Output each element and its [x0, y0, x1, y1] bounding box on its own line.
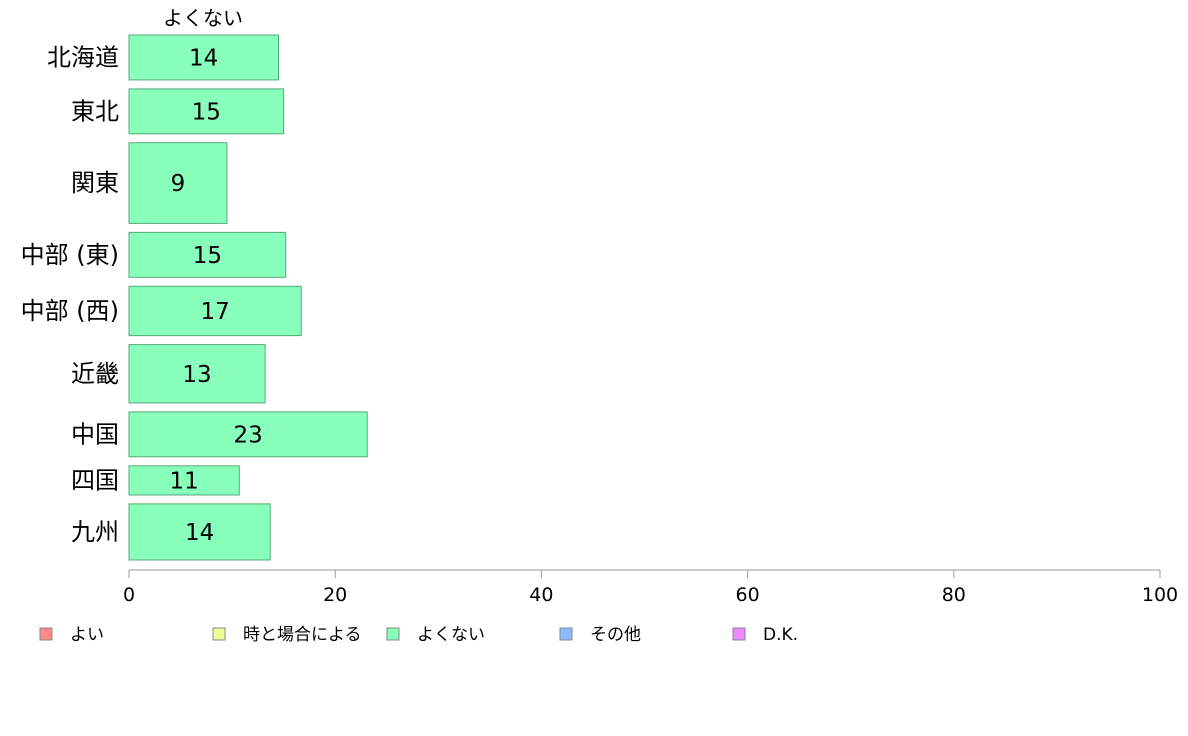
x-tick-label-1: 20 [323, 584, 347, 606]
category-label-6: 中国 [71, 420, 119, 448]
legend-swatch-4 [732, 627, 746, 641]
legend-label-0: よい [70, 625, 104, 645]
x-tick-label-5: 100 [1142, 584, 1178, 606]
category-label-5: 近畿 [71, 360, 119, 388]
legend-swatch-0 [39, 627, 53, 641]
value-label-8: 14 [185, 520, 214, 546]
legend-label-2: よくない [417, 625, 485, 645]
legend-swatch-2 [386, 627, 400, 641]
legend-swatch-3 [559, 627, 573, 641]
bar-5 [128, 344, 266, 404]
bar-4 [128, 285, 302, 337]
bars-layer: 北海道 14 東北 15 関東 9 中部 (東) 15 中部 (西) 17 近畿 13 中国 23 四国 11… [21, 34, 368, 561]
bar-3 [128, 231, 287, 278]
bar-2 [128, 142, 228, 224]
bar-7 [128, 465, 240, 496]
x-tick-label-2: 40 [529, 584, 553, 606]
category-label-0: 北海道 [47, 43, 119, 71]
value-label-1: 15 [192, 99, 221, 125]
category-label-7: 四国 [71, 466, 119, 494]
value-label-0: 14 [189, 45, 218, 71]
legend-swatch-1 [212, 627, 226, 641]
bar-0 [128, 34, 279, 81]
category-label-1: 東北 [71, 97, 119, 125]
x-tick-label-3: 60 [736, 584, 760, 606]
panel-label: よくない [163, 6, 243, 30]
category-label-8: 九州 [71, 518, 119, 546]
bar-6 [128, 411, 368, 458]
value-label-4: 17 [200, 299, 229, 325]
value-label-6: 23 [233, 422, 262, 448]
value-label-5: 13 [182, 362, 211, 388]
x-tick-label-0: 0 [123, 584, 135, 606]
category-label-2: 関東 [71, 169, 119, 197]
value-label-3: 15 [193, 243, 222, 269]
value-label-7: 11 [170, 468, 199, 494]
legend: よい 時と場合による よくない その他 D.K. [39, 625, 798, 645]
bar-1 [128, 88, 285, 135]
legend-label-1: 時と場合による [243, 625, 362, 645]
x-axis: 0 20 40 60 80 100 [123, 569, 1178, 606]
bar-8 [128, 503, 271, 561]
category-label-3: 中部 (東) [21, 241, 119, 269]
x-tick-label-4: 80 [942, 584, 966, 606]
legend-label-4: D.K. [763, 625, 798, 645]
category-label-4: 中部 (西) [21, 297, 119, 325]
value-label-2: 9 [171, 171, 186, 197]
legend-label-3: その他 [590, 625, 641, 645]
